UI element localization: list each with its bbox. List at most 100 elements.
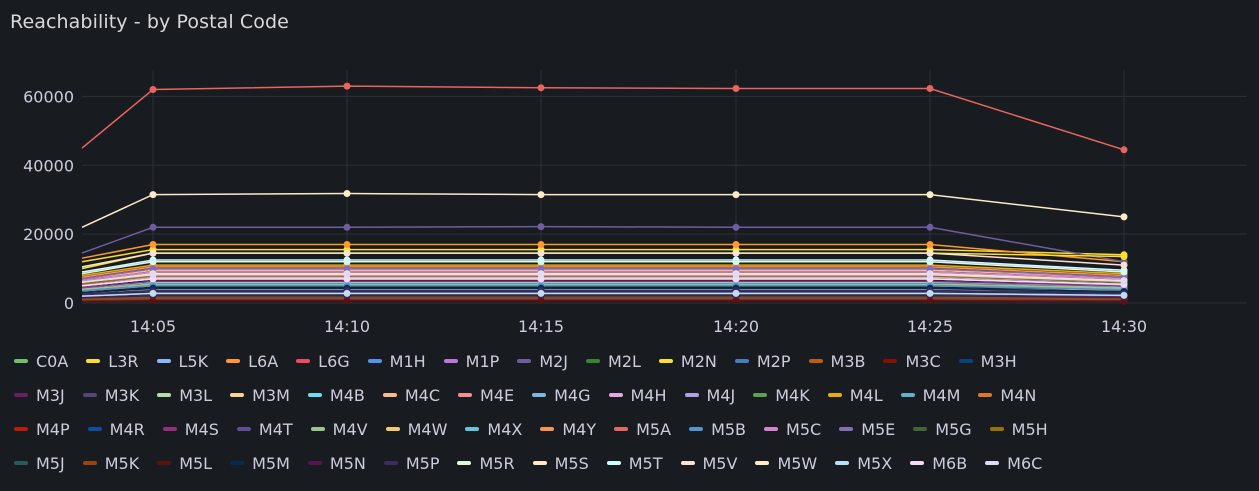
legend-item-l3r[interactable]: L3R: [86, 352, 139, 371]
data-point[interactable]: [343, 82, 351, 90]
legend-item-m5e[interactable]: M5E: [839, 420, 895, 439]
data-point[interactable]: [1120, 291, 1128, 299]
legend-item-m5m[interactable]: M5M: [230, 454, 290, 473]
data-point[interactable]: [732, 85, 740, 92]
data-point[interactable]: [537, 223, 545, 231]
data-point[interactable]: [732, 249, 740, 257]
data-point[interactable]: [343, 256, 351, 264]
legend-item-m5t[interactable]: M5T: [606, 454, 663, 473]
legend-item-m4y[interactable]: M4Y: [540, 420, 596, 439]
legend-item-m3k[interactable]: M3K: [82, 386, 139, 405]
data-point[interactable]: [343, 249, 351, 257]
legend-item-m4v[interactable]: M4V: [310, 420, 368, 439]
legend-item-m3h[interactable]: M3H: [958, 352, 1017, 371]
legend-item-l5k[interactable]: L5K: [156, 352, 208, 371]
data-point[interactable]: [926, 271, 934, 279]
legend-item-m3c[interactable]: M3C: [883, 352, 941, 371]
legend-item-m4g[interactable]: M4G: [532, 386, 591, 405]
legend-item-m6b[interactable]: M6B: [910, 454, 967, 473]
data-point[interactable]: [343, 297, 351, 305]
legend-item-l6a[interactable]: L6A: [226, 352, 278, 371]
legend-item-m5a[interactable]: M5A: [614, 420, 671, 439]
data-point[interactable]: [537, 289, 545, 297]
data-point[interactable]: [732, 271, 740, 279]
data-point[interactable]: [1120, 146, 1128, 154]
legend-item-m4r[interactable]: M4R: [87, 420, 145, 439]
legend-item-m2n[interactable]: M2N: [658, 352, 717, 371]
legend-item-l6g[interactable]: L6G: [296, 352, 350, 371]
legend-item-m1p[interactable]: M1P: [443, 352, 499, 371]
data-point[interactable]: [732, 265, 740, 273]
data-point[interactable]: [149, 241, 157, 248]
legend-item-m5g[interactable]: M5G: [913, 420, 972, 439]
legend-item-m2j[interactable]: M2J: [517, 352, 568, 371]
legend-item-m2l[interactable]: M2L: [586, 352, 641, 371]
legend-item-m3j[interactable]: M3J: [14, 386, 65, 405]
legend-item-m5r[interactable]: M5R: [457, 454, 515, 473]
legend-item-m5c[interactable]: M5C: [764, 420, 821, 439]
legend-item-m5x[interactable]: M5X: [835, 454, 892, 473]
data-point[interactable]: [926, 297, 934, 305]
legend-item-m4e[interactable]: M4E: [458, 386, 514, 405]
data-point[interactable]: [1120, 213, 1128, 221]
data-point[interactable]: [537, 191, 545, 199]
legend-item-m5v[interactable]: M5V: [680, 454, 737, 473]
legend-item-m4h[interactable]: M4H: [608, 386, 667, 405]
data-point[interactable]: [537, 241, 545, 248]
legend-item-m5p[interactable]: M5P: [383, 454, 439, 473]
legend-item-m4x[interactable]: M4X: [465, 420, 522, 439]
data-point[interactable]: [732, 256, 740, 264]
legend-item-m5j[interactable]: M5J: [14, 454, 65, 473]
data-point[interactable]: [149, 271, 157, 279]
data-point[interactable]: [537, 256, 545, 264]
data-point[interactable]: [149, 249, 157, 257]
legend-item-c0a[interactable]: C0A: [14, 352, 68, 371]
data-point[interactable]: [149, 297, 157, 305]
legend-item-m3m[interactable]: M3M: [230, 386, 290, 405]
data-point[interactable]: [343, 190, 351, 197]
legend-item-m4j[interactable]: M4J: [684, 386, 735, 405]
data-point[interactable]: [732, 241, 740, 248]
data-point[interactable]: [1120, 253, 1128, 260]
legend-item-m4w[interactable]: M4W: [385, 420, 447, 439]
legend-item-m4p[interactable]: M4P: [14, 420, 70, 439]
legend-item-m3l[interactable]: M3L: [157, 386, 212, 405]
legend-item-m4t[interactable]: M4T: [236, 420, 293, 439]
data-point[interactable]: [149, 86, 157, 93]
data-point[interactable]: [149, 265, 157, 273]
data-point[interactable]: [732, 297, 740, 305]
legend-item-m4l[interactable]: M4L: [827, 386, 883, 405]
legend-item-m4c[interactable]: M4C: [382, 386, 440, 405]
legend-item-m5l[interactable]: M5L: [157, 454, 212, 473]
data-point[interactable]: [149, 256, 157, 264]
data-point[interactable]: [926, 265, 934, 273]
data-point[interactable]: [732, 223, 740, 231]
data-point[interactable]: [537, 249, 545, 257]
data-point[interactable]: [343, 271, 351, 279]
data-point[interactable]: [926, 256, 934, 264]
data-point[interactable]: [1120, 277, 1128, 285]
legend-item-m5h[interactable]: M5H: [989, 420, 1048, 439]
legend-item-m4m[interactable]: M4M: [900, 386, 960, 405]
legend-item-m4n[interactable]: M4N: [978, 386, 1036, 405]
data-point[interactable]: [732, 289, 740, 297]
legend-item-m5n[interactable]: M5N: [307, 454, 366, 473]
data-point[interactable]: [537, 297, 545, 305]
data-point[interactable]: [732, 191, 740, 199]
legend-item-m3b[interactable]: M3B: [808, 352, 865, 371]
legend-item-m6c[interactable]: M6C: [985, 454, 1042, 473]
data-point[interactable]: [343, 289, 351, 297]
data-point[interactable]: [926, 85, 934, 92]
legend-item-m5k[interactable]: M5K: [82, 454, 139, 473]
data-point[interactable]: [926, 191, 934, 199]
legend-item-m5s[interactable]: M5S: [532, 454, 589, 473]
legend-item-m1h[interactable]: M1H: [367, 352, 426, 371]
data-point[interactable]: [926, 289, 934, 297]
legend-item-m5w[interactable]: M5W: [755, 454, 817, 473]
data-point[interactable]: [343, 241, 351, 248]
data-point[interactable]: [537, 265, 545, 273]
legend-item-m4b[interactable]: M4B: [307, 386, 365, 405]
data-point[interactable]: [149, 223, 157, 231]
data-point[interactable]: [343, 223, 351, 231]
legend-item-m2p[interactable]: M2P: [734, 352, 791, 371]
